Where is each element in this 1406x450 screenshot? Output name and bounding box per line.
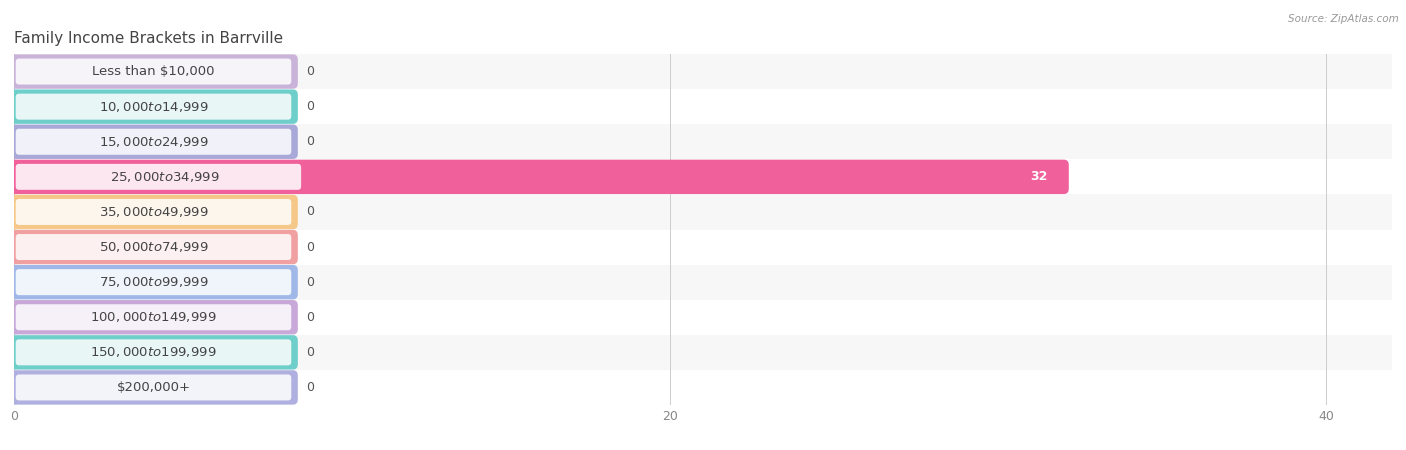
FancyBboxPatch shape [10,195,298,229]
FancyBboxPatch shape [15,58,291,85]
Text: Source: ZipAtlas.com: Source: ZipAtlas.com [1288,14,1399,23]
Text: 0: 0 [307,381,314,394]
Text: 0: 0 [307,135,314,148]
Bar [14,300,1392,335]
Text: 0: 0 [307,241,314,253]
Text: 32: 32 [1031,171,1047,183]
Text: $200,000+: $200,000+ [117,381,190,394]
Text: $75,000 to $99,999: $75,000 to $99,999 [98,275,208,289]
Bar [14,89,1392,124]
FancyBboxPatch shape [15,94,291,120]
Text: 0: 0 [307,276,314,288]
Bar [14,159,1392,194]
Bar [14,54,1392,89]
FancyBboxPatch shape [10,125,298,159]
FancyBboxPatch shape [10,300,298,334]
Text: $150,000 to $199,999: $150,000 to $199,999 [90,345,217,360]
Text: 0: 0 [307,206,314,218]
Bar [14,265,1392,300]
Text: Family Income Brackets in Barrville: Family Income Brackets in Barrville [14,31,283,46]
FancyBboxPatch shape [10,90,298,124]
Bar [14,230,1392,265]
FancyBboxPatch shape [10,230,298,264]
FancyBboxPatch shape [15,304,291,330]
Text: 0: 0 [307,65,314,78]
FancyBboxPatch shape [15,374,291,400]
FancyBboxPatch shape [15,164,301,190]
FancyBboxPatch shape [15,269,291,295]
Text: $50,000 to $74,999: $50,000 to $74,999 [98,240,208,254]
FancyBboxPatch shape [15,199,291,225]
FancyBboxPatch shape [10,370,298,405]
Text: 0: 0 [307,311,314,324]
Bar [14,370,1392,405]
Text: $25,000 to $34,999: $25,000 to $34,999 [110,170,219,184]
Text: 0: 0 [307,346,314,359]
Text: $35,000 to $49,999: $35,000 to $49,999 [98,205,208,219]
Text: $15,000 to $24,999: $15,000 to $24,999 [98,135,208,149]
Text: Less than $10,000: Less than $10,000 [93,65,215,78]
Bar [14,124,1392,159]
FancyBboxPatch shape [15,339,291,365]
FancyBboxPatch shape [10,265,298,299]
FancyBboxPatch shape [15,234,291,260]
FancyBboxPatch shape [10,160,1069,194]
Bar [14,335,1392,370]
FancyBboxPatch shape [10,335,298,369]
Text: 0: 0 [307,100,314,113]
FancyBboxPatch shape [15,129,291,155]
Text: $10,000 to $14,999: $10,000 to $14,999 [98,99,208,114]
Text: $100,000 to $149,999: $100,000 to $149,999 [90,310,217,324]
FancyBboxPatch shape [10,54,298,89]
Bar [14,194,1392,230]
